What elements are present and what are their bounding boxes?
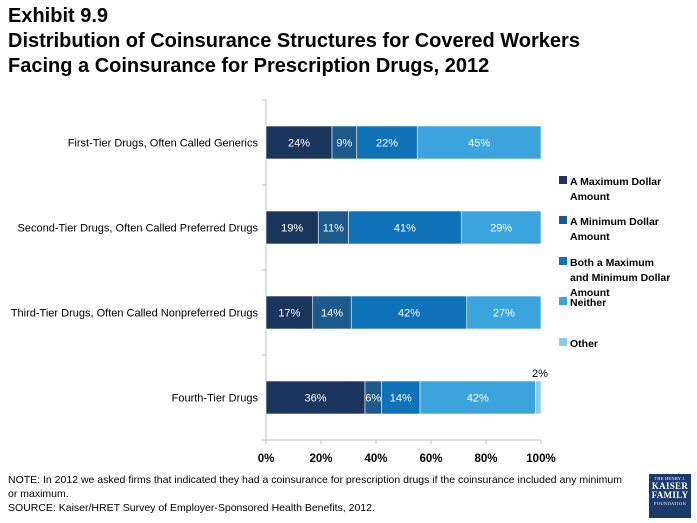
legend-swatch [559,216,567,224]
legend-label-line: Neither [570,297,606,309]
data-label: 9% [336,138,352,150]
category-label: Third-Tier Drugs, Often Called Nonprefer… [11,308,259,320]
data-label: 42% [467,393,489,405]
legend-label-line: and Minimum Dollar [570,272,670,284]
bar-segment [419,380,536,415]
data-label: 6% [365,393,381,405]
bar-segment [460,210,542,245]
category-label: Fourth-Tier Drugs [172,393,259,405]
data-label: 22% [376,138,398,150]
chart-title-line-1: Distribution of Coinsurance Structures f… [8,30,580,52]
logo-line-3: FAMILY [651,490,689,500]
bar-segment [535,380,542,415]
bar-segment [331,125,358,160]
legend-label-line: A Minimum Dollar [570,216,659,228]
bar-segment [381,380,421,415]
legend-swatch [559,297,567,305]
data-label: 27% [493,308,515,320]
data-label: 41% [394,223,416,235]
category-label: Second-Tier Drugs, Often Called Preferre… [18,223,259,235]
legend-label-line: A Maximum Dollar [570,176,661,188]
legend-label-line: Both a Maximum [570,257,654,269]
bar-segment [265,210,319,245]
data-label: 19% [281,223,303,235]
logo-line-2: KAISER [651,481,689,491]
data-label: 45% [468,138,490,150]
bar-segment [265,380,366,415]
legend-label-line: Amount [570,191,610,203]
source-text: SOURCE: Kaiser/HRET Survey of Employer-S… [8,502,375,514]
data-label: 11% [323,223,344,235]
logo-line-1: THE HENRY J. [654,476,686,481]
x-tick-label: 80% [474,453,497,465]
legend-label-line: Amount [570,231,610,243]
bar-segment [416,125,542,160]
bar-segment [317,210,349,245]
x-tick-label: 100% [526,453,555,465]
legend-label-line: Amount [570,287,610,299]
data-label: 36% [304,393,326,405]
chart-title-line-2: Facing a Coinsurance for Prescription Dr… [8,55,490,77]
x-tick-label: 40% [364,453,387,465]
title-block: Exhibit 9.9 Distribution of Coinsurance … [8,4,688,79]
legend-label: Both a Maximum and Minimum Dollar Amount [570,257,670,299]
data-label: 2% [532,368,548,380]
data-label: 14% [390,393,412,405]
bar-segment [265,295,314,330]
legend-label: A Minimum Dollar Amount [570,216,659,243]
bar-segment [466,295,542,330]
footnotes: NOTE: In 2012 we asked firms that indica… [8,473,628,515]
kff-logo: THE HENRY J. KAISER FAMILY FOUNDATION [649,474,691,518]
legend-label-line: Other [570,338,598,350]
data-label: 17% [278,308,300,320]
data-label: 29% [490,223,512,235]
note-text: NOTE: In 2012 we asked firms that indica… [8,474,622,500]
legend-label: A Maximum Dollar Amount [570,176,661,203]
bar-segment [312,295,352,330]
legend-label: Neither [570,297,606,309]
legend-label: Other [570,338,598,350]
bar-segment [348,210,462,245]
category-label: First-Tier Drugs, Often Called Generics [68,138,259,150]
x-tick-label: 0% [258,453,275,465]
legend-swatch [559,176,567,184]
x-tick-label: 20% [309,453,332,465]
data-label: 42% [398,308,420,320]
data-label: 14% [321,308,343,320]
bar-segment [265,125,333,160]
x-tick-label: 60% [419,453,442,465]
data-label: 24% [288,138,310,150]
bar-segment [356,125,418,160]
exhibit-label: Exhibit 9.9 [8,5,109,27]
bar-segment [350,295,468,330]
legend-swatch [559,338,567,346]
logo-line-4: FOUNDATION [654,501,686,506]
legend-swatch [559,257,567,265]
